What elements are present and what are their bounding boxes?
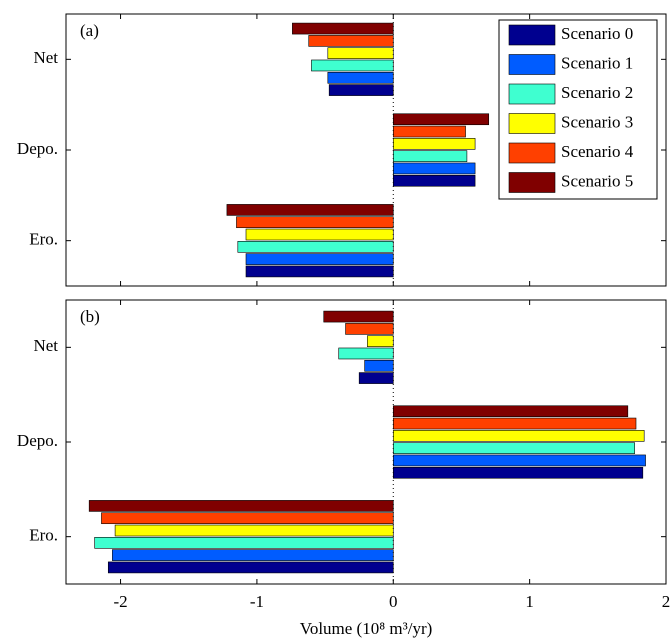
x-tick-label: 0 [389,592,398,611]
legend-swatch [508,113,556,134]
legend-label: Scenario 1 [561,53,633,72]
bar [392,174,476,187]
bar [292,22,394,35]
y-tick-label: Net [33,336,58,355]
bar [392,125,466,138]
bar [308,35,394,47]
bar [392,442,635,454]
bar [392,454,646,467]
bar [323,310,394,323]
bar [94,537,394,549]
y-tick-label: Ero. [29,230,58,249]
bar [345,323,394,335]
bar [101,512,394,525]
plot-area [66,300,666,584]
bar [226,204,394,216]
bar [392,405,629,418]
y-tick-label: Ero. [29,526,58,545]
bar [107,561,394,574]
legend-swatch [508,83,556,105]
bar [112,549,394,561]
bar [328,84,394,96]
bar [245,228,394,241]
legend-label: Scenario 4 [561,142,634,161]
frame [65,299,667,585]
x-tick-label: -2 [113,592,127,611]
panel-label: (b) [80,307,100,326]
bar [392,150,468,162]
bar [392,430,645,442]
legend-swatch [508,142,556,164]
bar [367,335,394,347]
y-tick-label: Depo. [17,431,58,450]
frame [65,13,667,287]
bar [245,265,394,278]
y-tick-label: Depo. [17,139,58,158]
bar [338,347,394,360]
bar [236,216,394,229]
legend-label: Scenario 2 [561,83,633,102]
legend-swatch [508,24,556,46]
legend-label: Scenario 3 [561,112,633,131]
legend-swatch [508,54,556,75]
bar [392,417,637,430]
legend-label: Scenario 0 [561,24,633,43]
legend-swatch [508,172,556,193]
bar [114,524,394,537]
legend-box [498,19,658,200]
x-tick-label: -1 [250,592,264,611]
x-tick-label: 1 [525,592,534,611]
bar [88,500,394,512]
bar [358,372,394,384]
bar [392,466,644,479]
x-axis-label: Volume (10⁸ m³/yr) [300,619,433,638]
bar [327,47,394,59]
x-tick-label: 2 [662,592,670,611]
bar [364,359,394,372]
bar [392,162,476,175]
bar [237,241,394,253]
bar [392,138,476,150]
bar [392,113,490,126]
bar [245,253,394,265]
bar [311,59,394,72]
legend-label: Scenario 5 [561,171,633,190]
panel-label: (a) [80,21,99,40]
y-tick-label: Net [33,48,58,67]
bar [327,71,394,84]
